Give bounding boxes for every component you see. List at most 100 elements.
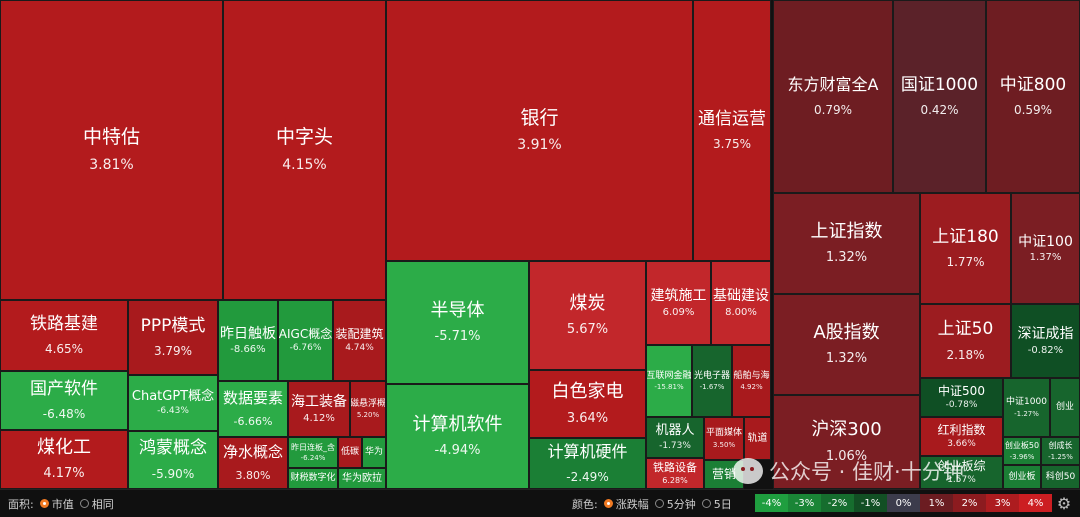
treemap-tile[interactable]: 中证1000 -1.27%: [1003, 378, 1050, 437]
treemap-tile[interactable]: 中特估 3.81%: [0, 0, 223, 300]
tile-name: 机器人: [655, 423, 695, 439]
treemap-tile[interactable]: 中证800 0.59%: [986, 0, 1080, 193]
treemap-tile[interactable]: 计算机硬件 -2.49%: [529, 438, 646, 489]
treemap-tile[interactable]: 中证100 1.37%: [1011, 193, 1080, 304]
treemap-tile[interactable]: 计算机软件 -4.94%: [386, 384, 529, 489]
treemap-tile[interactable]: 铁路基建 4.65%: [0, 300, 128, 371]
treemap-tile[interactable]: 低碳: [338, 437, 362, 468]
treemap-tile[interactable]: 轨道: [744, 417, 771, 460]
tile-change: -2.49%: [566, 469, 609, 484]
treemap-tile[interactable]: 上证180 1.77%: [920, 193, 1011, 304]
treemap-tile[interactable]: 机器人 -1.73%: [646, 417, 704, 458]
treemap-tile[interactable]: 平面媒体 3.50%: [704, 417, 744, 460]
treemap-tile[interactable]: 互联网金融 -15.81%: [646, 345, 692, 417]
treemap-tile[interactable]: 深证成指 -0.82%: [1011, 304, 1080, 378]
treemap-tile[interactable]: 净水概念 3.80%: [218, 437, 288, 489]
treemap-tile[interactable]: 科创50: [1041, 465, 1080, 489]
tile-name: A股指数: [813, 321, 880, 343]
tile-name: 煤炭: [569, 292, 606, 314]
tile-change: -4.94%: [434, 443, 481, 459]
treemap-tile[interactable]: ChatGPT概念 -6.43%: [128, 375, 218, 431]
tile-name: 铁路设备: [653, 460, 697, 474]
gear-icon[interactable]: ⚙: [1056, 493, 1072, 513]
tile-change: -0.82%: [1027, 344, 1064, 356]
treemap-tile[interactable]: 铁路设备 6.28%: [646, 458, 704, 489]
tile-change: 3.64%: [566, 410, 609, 426]
treemap-tile[interactable]: 海工装备 4.12%: [288, 381, 350, 437]
treemap-tile[interactable]: 昨日连板_含 -6.24%: [288, 437, 338, 468]
area-equal-label[interactable]: 相同: [91, 497, 114, 511]
treemap-tile[interactable]: 国产软件 -6.48%: [0, 371, 128, 430]
treemap-tile[interactable]: 半导体 -5.71%: [386, 261, 529, 384]
bottom-toolbar: 面积: 市值 相同 颜色: 涨跌幅 5分钟 5日 -4% -3% -2% -1% 0% 1…: [0, 489, 1080, 517]
treemap-tile[interactable]: 白色家电 3.64%: [529, 370, 646, 438]
treemap-tile[interactable]: 营销: [704, 460, 744, 489]
treemap-tile[interactable]: 红利指数 3.66%: [920, 417, 1003, 456]
treemap-tile[interactable]: A股指数 1.32%: [773, 294, 920, 395]
color-change-label[interactable]: 涨跌幅: [615, 497, 649, 511]
tile-change: 2.18%: [946, 347, 985, 362]
treemap-tile[interactable]: 上证50 2.18%: [920, 304, 1011, 378]
tile-change: 4.74%: [345, 343, 374, 354]
treemap-tile[interactable]: 沪深300 1.06%: [773, 395, 920, 489]
tile-change: 1.77%: [946, 255, 985, 270]
legend-swatch: 0%: [887, 494, 920, 512]
treemap-tile[interactable]: 中证500 -0.78%: [920, 378, 1003, 417]
treemap-tile[interactable]: 东方财富全A 0.79%: [773, 0, 893, 193]
treemap-tile[interactable]: 国证1000 0.42%: [893, 0, 986, 193]
tile-name: 平面媒体: [705, 428, 742, 439]
treemap-tile[interactable]: 中字头 4.15%: [223, 0, 386, 300]
color-5min-radio[interactable]: [654, 499, 664, 508]
area-marketcap-label[interactable]: 市值: [51, 497, 74, 511]
treemap-tile[interactable]: 船舶与海 4.92%: [732, 345, 771, 417]
tile-name: 轨道: [747, 432, 768, 444]
tile-name: 上证50: [937, 319, 994, 340]
color-5day-radio[interactable]: [701, 499, 711, 508]
treemap-tile[interactable]: 磁悬浮概 5.20%: [350, 381, 386, 437]
tile-change: 4.65%: [44, 342, 84, 357]
treemap-tile[interactable]: 光电子器 -1.67%: [692, 345, 732, 417]
color-5min-label[interactable]: 5分钟: [666, 497, 696, 511]
treemap-tile[interactable]: 银行 3.91%: [386, 0, 693, 261]
color-change-radio[interactable]: [603, 499, 613, 508]
tile-change: 0.59%: [1013, 103, 1053, 118]
tile-name: 磁悬浮概: [350, 398, 386, 409]
tile-change: 3.75%: [712, 137, 752, 152]
tile-change: -6.66%: [233, 415, 273, 429]
treemap-tile[interactable]: 数据要素 -6.66%: [218, 381, 288, 437]
tile-name: 鸿蒙概念: [139, 438, 207, 459]
treemap-tile[interactable]: 装配建筑 4.74%: [333, 300, 386, 381]
treemap-tile[interactable]: 创业板: [1003, 465, 1041, 489]
treemap-tile[interactable]: 创业: [1050, 378, 1080, 437]
color-5day-label[interactable]: 5日: [713, 497, 732, 511]
tile-change: 8.00%: [725, 306, 757, 318]
tile-change: 6.09%: [662, 306, 695, 318]
treemap-tile[interactable]: AIGC概念 -6.76%: [278, 300, 333, 381]
treemap-tile[interactable]: 创成长 -1.25%: [1041, 437, 1080, 465]
treemap-tile[interactable]: 通信运营 3.75%: [693, 0, 771, 261]
treemap-tile[interactable]: 财税数字化: [288, 468, 338, 489]
legend-swatch: -1%: [854, 494, 887, 512]
treemap-tile[interactable]: 基础建设 8.00%: [711, 261, 771, 345]
treemap-tile[interactable]: 建筑施工 6.09%: [646, 261, 711, 345]
tile-name: 中证800: [999, 74, 1067, 95]
tile-change: 6.28%: [662, 476, 688, 486]
area-equal-radio[interactable]: [79, 499, 89, 508]
treemap-tile[interactable]: 华为: [362, 437, 386, 468]
area-selector: 面积: 市值 相同: [8, 490, 114, 517]
treemap-tile[interactable]: 煤炭 5.67%: [529, 261, 646, 370]
treemap-tile[interactable]: 煤化工 4.17%: [0, 430, 128, 489]
treemap-tile[interactable]: 上证指数 1.32%: [773, 193, 920, 294]
treemap-tile[interactable]: 鸿蒙概念 -5.90%: [128, 431, 218, 489]
tile-name: AIGC概念: [278, 326, 333, 341]
treemap-tile[interactable]: 创业板综 1.57%: [920, 456, 1003, 489]
tile-name: 煤化工: [37, 436, 91, 458]
tile-name: 海工装备: [291, 394, 347, 411]
treemap-tile[interactable]: PPP模式 3.79%: [128, 300, 218, 375]
treemap-tile[interactable]: 昨日触板 -8.66%: [218, 300, 278, 381]
tile-name: 半导体: [430, 299, 485, 321]
treemap-tile[interactable]: 创业板50 -3.96%: [1003, 437, 1041, 465]
tile-name: 中字头: [275, 126, 333, 149]
treemap-tile[interactable]: 华为欧拉: [338, 468, 386, 489]
area-marketcap-radio[interactable]: [39, 499, 49, 508]
